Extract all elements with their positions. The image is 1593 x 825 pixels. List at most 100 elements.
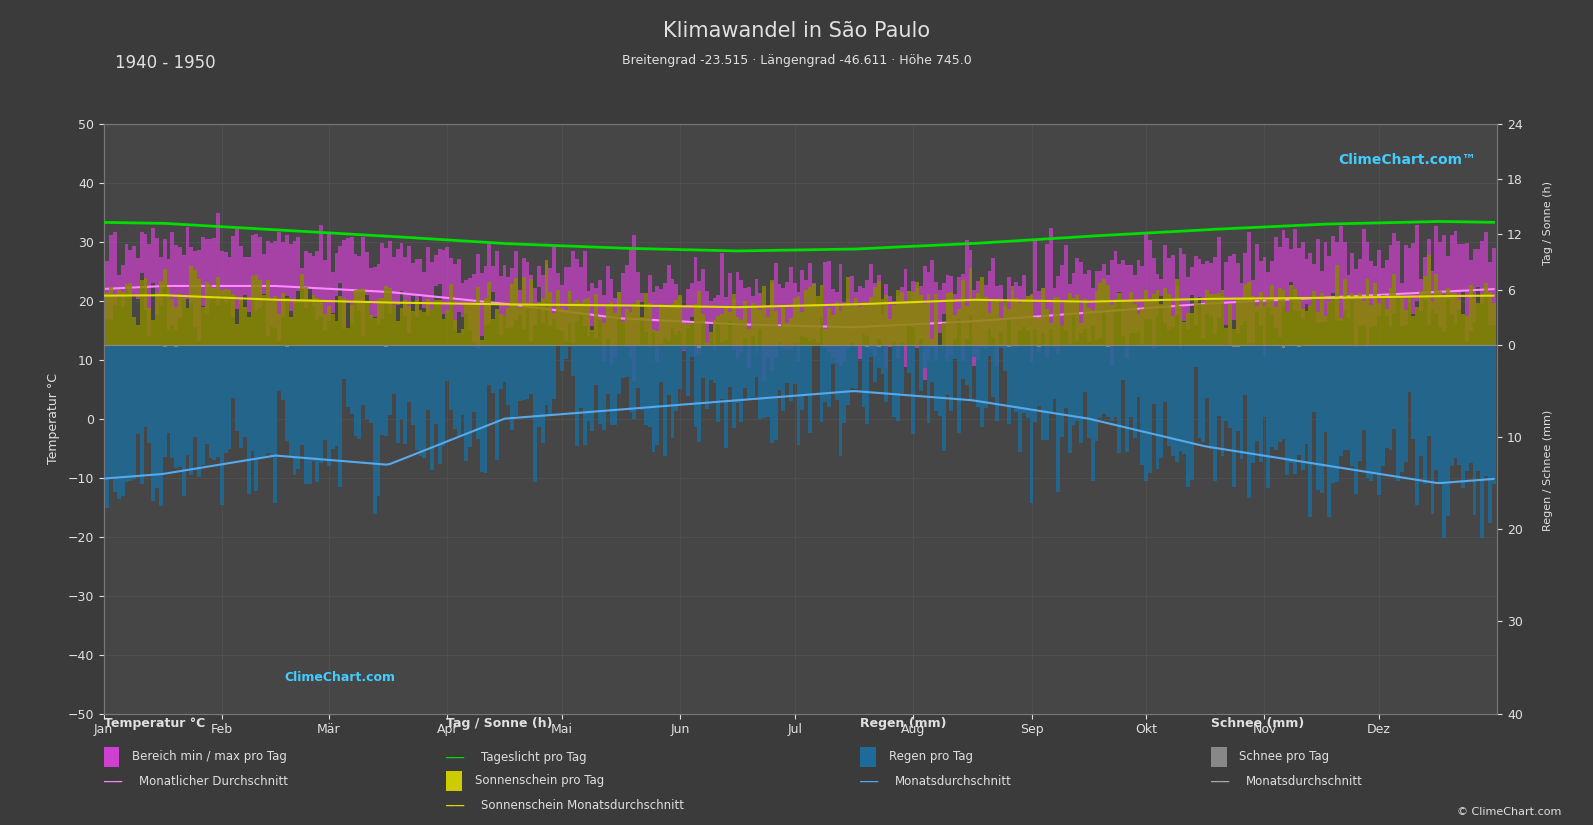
Bar bbox=[1278, 288, 1282, 345]
Bar bbox=[1117, 264, 1121, 293]
Bar bbox=[682, 323, 687, 345]
Bar bbox=[266, 241, 269, 336]
Bar bbox=[261, 345, 266, 456]
Bar bbox=[277, 314, 280, 345]
Bar bbox=[911, 345, 914, 434]
Bar bbox=[293, 242, 296, 304]
Bar bbox=[452, 263, 457, 329]
Bar bbox=[228, 345, 231, 449]
Bar bbox=[1182, 322, 1187, 345]
Bar bbox=[1220, 296, 1225, 303]
Bar bbox=[307, 299, 312, 345]
Bar bbox=[1171, 345, 1174, 456]
Bar bbox=[1384, 260, 1389, 316]
Bar bbox=[1466, 316, 1469, 345]
Bar bbox=[1174, 279, 1179, 345]
Bar bbox=[1480, 345, 1485, 538]
Bar bbox=[476, 254, 479, 349]
Bar bbox=[1357, 345, 1362, 460]
Bar bbox=[1308, 306, 1313, 345]
Bar bbox=[564, 267, 567, 341]
Bar bbox=[1209, 295, 1212, 345]
Bar bbox=[922, 304, 927, 345]
Bar bbox=[575, 259, 578, 321]
Bar bbox=[419, 260, 422, 296]
Bar bbox=[537, 302, 540, 345]
Bar bbox=[1274, 237, 1278, 328]
Bar bbox=[1301, 309, 1305, 345]
Bar bbox=[350, 345, 354, 346]
Bar bbox=[545, 260, 548, 345]
Bar bbox=[1133, 276, 1136, 332]
Bar bbox=[1075, 295, 1078, 345]
Bar bbox=[914, 289, 919, 348]
Text: Regen / Schnee (mm): Regen / Schnee (mm) bbox=[1544, 410, 1553, 530]
Bar bbox=[1163, 345, 1168, 402]
Bar bbox=[225, 289, 228, 345]
Bar bbox=[1408, 298, 1411, 345]
Bar bbox=[1201, 345, 1206, 441]
Bar bbox=[151, 345, 155, 501]
Bar bbox=[495, 309, 499, 345]
Bar bbox=[648, 345, 652, 427]
Bar bbox=[499, 345, 503, 389]
Bar bbox=[793, 345, 796, 384]
Bar bbox=[376, 345, 381, 346]
Bar bbox=[1321, 293, 1324, 345]
Bar bbox=[785, 282, 789, 350]
Bar bbox=[572, 345, 575, 376]
Bar bbox=[1376, 250, 1381, 315]
Bar bbox=[884, 295, 889, 345]
Bar bbox=[843, 302, 846, 361]
Bar bbox=[629, 312, 632, 345]
Bar bbox=[266, 280, 269, 345]
Bar bbox=[296, 237, 299, 291]
Bar bbox=[1225, 345, 1228, 421]
Bar bbox=[750, 295, 755, 336]
Bar bbox=[373, 318, 376, 345]
Bar bbox=[1171, 255, 1174, 327]
Bar bbox=[782, 345, 785, 411]
Bar bbox=[365, 252, 370, 295]
Bar bbox=[225, 252, 228, 304]
Bar bbox=[468, 345, 472, 446]
Bar bbox=[679, 345, 682, 389]
Bar bbox=[236, 345, 239, 431]
Text: ——: —— bbox=[446, 798, 464, 813]
Bar bbox=[671, 304, 674, 345]
Bar bbox=[1010, 286, 1015, 345]
Bar bbox=[1251, 296, 1255, 345]
Bar bbox=[1094, 345, 1098, 441]
Bar bbox=[1163, 245, 1168, 323]
Bar bbox=[331, 272, 335, 314]
Bar bbox=[953, 345, 957, 359]
Bar bbox=[687, 290, 690, 328]
Bar bbox=[793, 283, 796, 343]
Bar bbox=[766, 304, 769, 357]
Bar bbox=[610, 302, 613, 345]
Bar bbox=[812, 284, 816, 345]
Bar bbox=[1015, 299, 1018, 345]
Bar bbox=[1209, 345, 1212, 449]
Bar bbox=[1102, 264, 1106, 312]
Bar bbox=[892, 304, 895, 345]
Bar bbox=[350, 305, 354, 345]
Bar bbox=[728, 273, 731, 321]
Bar bbox=[143, 345, 148, 346]
Bar bbox=[1187, 314, 1190, 345]
Bar bbox=[1174, 345, 1179, 346]
Bar bbox=[1217, 345, 1220, 417]
Text: ——: —— bbox=[1211, 774, 1228, 789]
Bar bbox=[1048, 345, 1053, 346]
Bar bbox=[953, 345, 957, 346]
Bar bbox=[102, 288, 105, 345]
Bar bbox=[247, 345, 250, 493]
Bar bbox=[143, 345, 148, 427]
Bar bbox=[190, 345, 193, 474]
Bar bbox=[261, 254, 266, 295]
Bar bbox=[346, 328, 350, 345]
Bar bbox=[1198, 303, 1201, 345]
Bar bbox=[1327, 345, 1332, 517]
Bar bbox=[102, 242, 105, 286]
Bar bbox=[1026, 299, 1029, 331]
